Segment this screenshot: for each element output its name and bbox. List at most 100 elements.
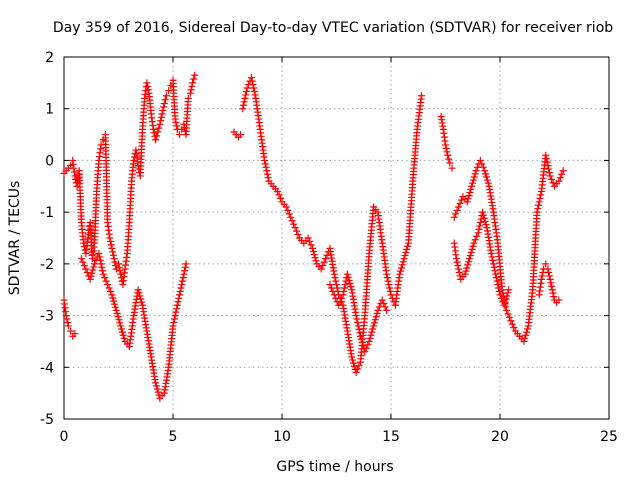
data-point (385, 281, 393, 289)
data-point (474, 229, 482, 237)
data-point (293, 227, 301, 235)
data-point (335, 301, 343, 309)
data-point (155, 124, 163, 132)
data-point (492, 270, 500, 278)
data-point (397, 264, 405, 272)
data-point (111, 300, 119, 308)
data-point (110, 255, 118, 263)
data-point (176, 287, 184, 295)
y-tick-label: -2 (40, 257, 54, 273)
data-point (102, 277, 110, 285)
data-point (535, 198, 543, 206)
data-point (237, 131, 245, 139)
data-point (161, 96, 169, 104)
data-point (114, 313, 122, 321)
data-point (106, 234, 114, 242)
data-point (118, 328, 126, 336)
data-point (357, 335, 365, 343)
data-point (453, 206, 461, 214)
data-point (189, 79, 197, 87)
data-point (546, 275, 554, 283)
data-point (173, 122, 181, 130)
y-tick-label: 0 (45, 153, 54, 169)
data-point (454, 262, 462, 270)
data-point (555, 177, 563, 185)
data-point (481, 167, 489, 175)
data-point (483, 176, 491, 184)
data-point (178, 277, 186, 285)
data-point (144, 86, 152, 94)
data-point (282, 203, 290, 211)
grid (64, 57, 609, 419)
data-point (467, 185, 475, 193)
chart-title: Day 359 of 2016, Sidereal Day-to-day VTE… (53, 20, 613, 36)
data-point (345, 276, 353, 284)
data-point (549, 179, 557, 187)
data-point (177, 284, 185, 292)
data-point (162, 92, 170, 100)
data-point (143, 79, 151, 87)
data-point (452, 210, 460, 218)
data-point (116, 267, 124, 275)
data-point (537, 275, 545, 283)
data-point (535, 201, 543, 209)
data-point (173, 301, 181, 309)
data-point (493, 277, 501, 285)
data-point (456, 200, 464, 208)
data-point (107, 287, 115, 295)
data-point (109, 251, 117, 259)
data-point (499, 289, 507, 297)
data-point (472, 167, 480, 175)
data-point (453, 258, 461, 266)
data-point (477, 215, 485, 223)
data-point (274, 187, 282, 195)
data-point (366, 334, 374, 342)
data-point (465, 192, 473, 200)
y-tick-label: 1 (45, 102, 54, 118)
data-point (558, 170, 566, 178)
data-point (398, 261, 406, 269)
data-point (466, 252, 474, 260)
data-point (327, 284, 335, 292)
data-point (550, 293, 558, 301)
data-point (108, 291, 116, 299)
data-point (144, 82, 152, 90)
data-point (322, 255, 330, 263)
data-point (89, 266, 97, 274)
data-point (191, 71, 199, 79)
data-point (154, 388, 162, 396)
data-point (309, 244, 317, 252)
data-point (111, 258, 119, 266)
data-point (165, 87, 173, 95)
data-point (249, 81, 257, 89)
data-point (187, 86, 195, 94)
data-point (180, 270, 188, 278)
data-point (469, 176, 477, 184)
data-point (545, 268, 553, 276)
data-point (188, 82, 196, 90)
data-point (159, 106, 167, 114)
data-point (386, 287, 394, 295)
data-point (320, 258, 328, 266)
data-point (500, 293, 508, 301)
data-point (484, 179, 492, 187)
data-point (396, 270, 404, 278)
x-tick-label: 0 (60, 429, 69, 445)
data-point (333, 281, 340, 289)
data-point (544, 265, 552, 273)
data-point (353, 315, 361, 323)
y-tick-label: -1 (40, 205, 54, 221)
y-tick-label: -3 (40, 309, 54, 325)
data-point (115, 260, 122, 268)
data-point (80, 262, 88, 270)
data-point (510, 324, 518, 332)
data-point (402, 248, 410, 256)
data-point (465, 255, 473, 263)
data-point (108, 244, 116, 252)
data-point (153, 385, 161, 393)
data-point (479, 211, 487, 219)
data-point (498, 286, 506, 294)
data-point (344, 273, 352, 281)
data-point (336, 298, 344, 306)
